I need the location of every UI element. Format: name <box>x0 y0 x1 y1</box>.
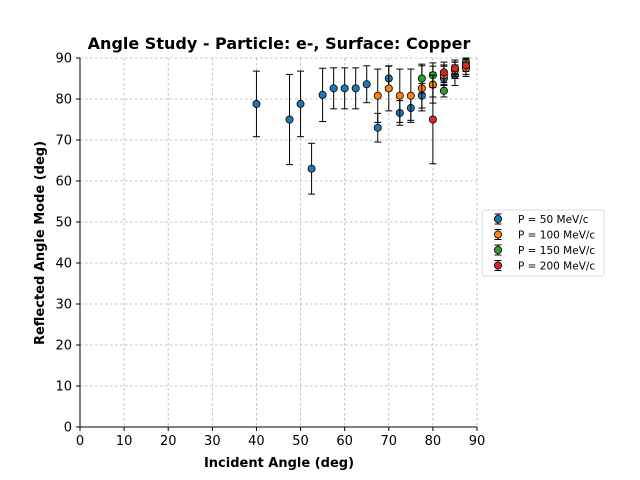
axes-spines <box>79 58 477 428</box>
data-points <box>252 57 470 195</box>
data-point <box>450 64 459 73</box>
data-point <box>417 74 426 83</box>
x-axis-ticks: 0 10 20 30 40 50 60 70 80 90 <box>76 427 485 449</box>
x-tick-label: 80 <box>425 434 442 449</box>
data-point <box>296 99 305 108</box>
x-tick-label: 20 <box>160 434 177 449</box>
x-tick-label: 30 <box>204 434 221 449</box>
legend-label: P = 50 MeV/c <box>518 214 589 226</box>
legend-entry: P = 100 MeV/c <box>493 229 595 242</box>
y-tick-label: 70 <box>55 134 72 149</box>
y-tick-label: 80 <box>55 93 72 108</box>
x-tick-label: 90 <box>469 434 486 449</box>
legend-box <box>481 209 605 277</box>
y-tick-label: 30 <box>55 298 72 313</box>
data-point <box>395 91 404 100</box>
x-axis-label: Incident Angle (deg) <box>204 456 354 471</box>
legend-label: P = 200 MeV/c <box>518 261 595 273</box>
data-point <box>406 91 415 100</box>
data-point <box>340 84 349 93</box>
x-tick-label: 50 <box>292 434 309 449</box>
legend: P = 50 MeV/c P = 100 MeV/c P = 150 MeV/c P … <box>481 209 605 277</box>
legend-label: P = 150 MeV/c <box>518 245 595 257</box>
legend-entry: P = 50 MeV/c <box>493 213 589 226</box>
y-tick-label: 0 <box>64 421 72 436</box>
data-point <box>373 123 382 132</box>
y-tick-label: 40 <box>55 257 72 272</box>
legend-marker <box>493 214 502 223</box>
data-point <box>318 90 327 99</box>
legend-entry: P = 200 MeV/c <box>493 260 595 273</box>
legend-marker <box>493 261 502 270</box>
data-point <box>373 91 382 100</box>
legend-marker <box>493 230 502 239</box>
y-tick-label: 60 <box>55 175 72 190</box>
x-tick-label: 10 <box>116 434 133 449</box>
data-point <box>362 80 371 89</box>
data-point <box>351 84 360 93</box>
data-point <box>307 164 316 173</box>
legend-entry: P = 150 MeV/c <box>493 244 595 257</box>
data-point <box>439 68 448 77</box>
y-axis-ticks: 0 10 20 30 40 50 60 70 80 90 <box>55 52 80 436</box>
legend-label: P = 100 MeV/c <box>518 230 595 242</box>
data-point <box>329 84 338 93</box>
legend-marker <box>493 245 502 254</box>
x-tick-label: 60 <box>336 434 353 449</box>
data-point <box>285 115 294 124</box>
chart-title: Angle Study - Particle: e-, Surface: Cop… <box>88 34 471 53</box>
data-point <box>384 84 393 93</box>
x-tick-label: 70 <box>381 434 398 449</box>
data-point <box>428 115 437 124</box>
y-tick-label: 20 <box>55 339 72 354</box>
y-tick-label: 50 <box>55 216 72 231</box>
x-tick-label: 40 <box>248 434 265 449</box>
data-point <box>461 61 470 70</box>
data-point <box>252 99 261 108</box>
y-tick-label: 90 <box>55 52 72 67</box>
x-tick-label: 0 <box>76 434 84 449</box>
y-axis-label: Reflected Angle Mode (deg) <box>33 141 48 345</box>
data-point <box>439 86 448 95</box>
series-4 <box>428 58 470 165</box>
y-tick-label: 10 <box>55 380 72 395</box>
